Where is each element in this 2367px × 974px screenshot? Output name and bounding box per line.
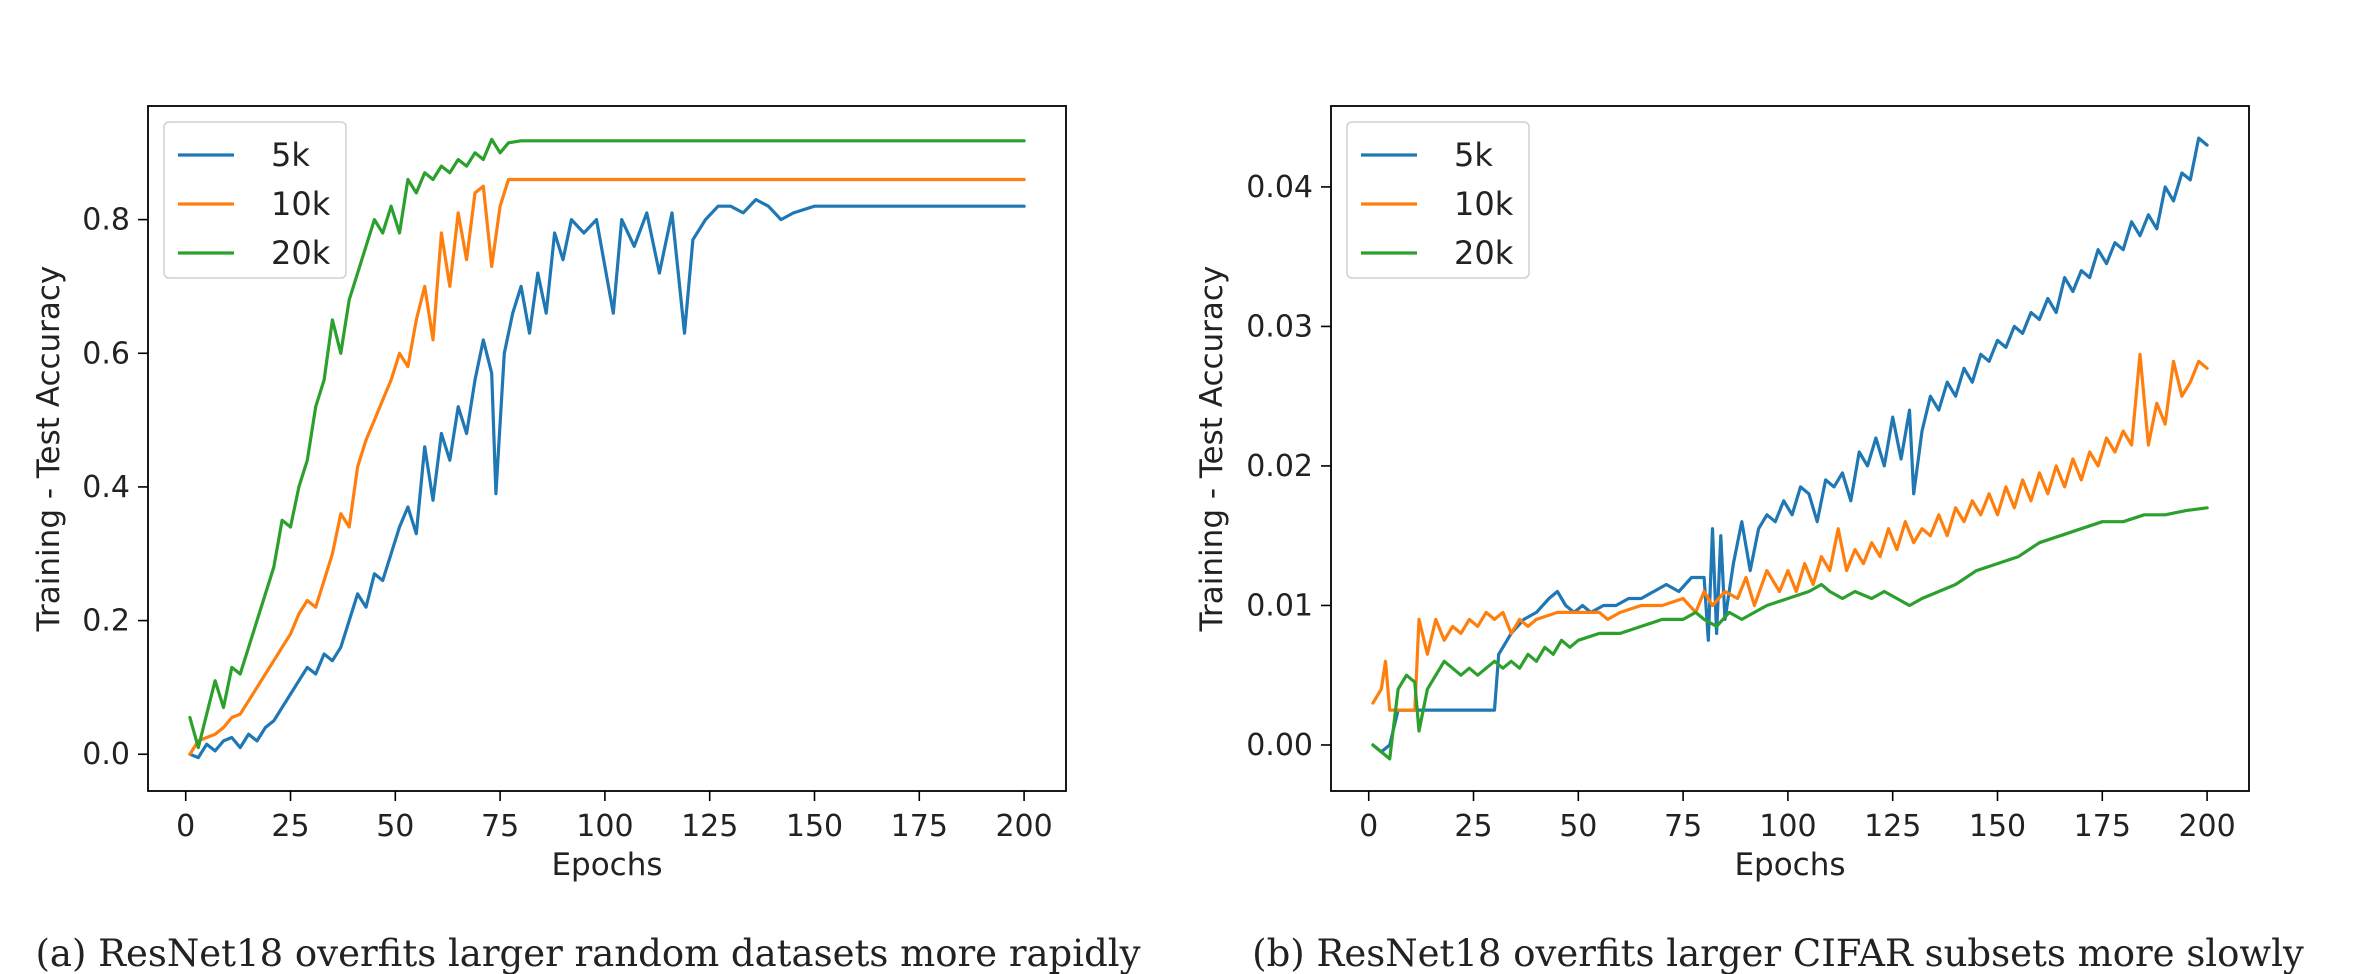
y-tick-label: 0.8 [82, 203, 130, 238]
legend-label-20k: 20k [1454, 234, 1514, 272]
y-axis-label: Training - Test Accuracy [31, 266, 67, 633]
x-tick-label: 0 [176, 809, 195, 844]
y-tick-label: 0.01 [1246, 588, 1313, 623]
plot-frame [1330, 105, 2250, 792]
x-axis-label: Epochs [1734, 847, 1845, 883]
y-tick-label: 0.4 [82, 470, 130, 505]
x-axis-label: Epochs [551, 847, 662, 883]
x-tick-label: 50 [1559, 809, 1597, 844]
x-tick-label: 150 [1969, 809, 2026, 844]
y-tick-label: 0.0 [82, 737, 130, 772]
series-line-10k [188, 177, 1026, 756]
x-tick-label: 75 [481, 809, 519, 844]
series-line-5k [1371, 136, 2209, 754]
x-tick-label: 175 [891, 809, 948, 844]
chart-panel-a: 0 25 50 75 100 125 150 175 200 0.0 0.2 0.4 0.6 0.8 Epo… [31, 105, 1141, 974]
legend-label-5k: 5k [1454, 136, 1493, 174]
y-tick-label: 0.6 [82, 336, 130, 371]
y-tick-label: 0.02 [1246, 449, 1313, 484]
legend: 5k 10k 20k [1346, 121, 1530, 279]
x-tick-label: 100 [1759, 809, 1816, 844]
x-tick-label: 75 [1664, 809, 1702, 844]
x-tick-label: 200 [995, 809, 1052, 844]
legend-box [1346, 121, 1530, 279]
legend-label-20k: 20k [271, 234, 331, 272]
x-tick-label: 25 [1454, 809, 1492, 844]
series-line-10k [1371, 352, 2209, 712]
x-tick-label: 125 [1864, 809, 1921, 844]
figure-caption: (b) ResNet18 overfits larger CIFAR subse… [1252, 932, 2304, 974]
chart-panel-b: 0 25 50 75 100 125 150 175 200 0.00 0.01 0.02 0.03 0.… [1194, 105, 2304, 974]
x-tick-label: 150 [786, 809, 843, 844]
y-tick-label: 0.2 [82, 604, 130, 639]
y-tick-label: 0.00 [1246, 728, 1313, 763]
series-line-20k [1371, 506, 2209, 761]
x-tick-label: 25 [271, 809, 309, 844]
series-group [1371, 136, 2209, 761]
legend-label-10k: 10k [271, 185, 331, 223]
series-group [188, 137, 1026, 760]
legend: 5k 10k 20k [163, 121, 347, 279]
figure-caption: (a) ResNet18 overfits larger random data… [35, 932, 1140, 974]
legend-label-5k: 5k [271, 136, 310, 174]
y-tick-label: 0.04 [1246, 170, 1313, 205]
series-line-20k [188, 137, 1026, 750]
x-tick-label: 0 [1359, 809, 1378, 844]
y-tick-label: 0.03 [1246, 309, 1313, 344]
x-tick-label: 200 [2178, 809, 2235, 844]
series-line-5k [188, 198, 1026, 760]
legend-box [163, 121, 347, 279]
legend-label-10k: 10k [1454, 185, 1514, 223]
x-tick-label: 175 [2074, 809, 2131, 844]
plot-frame [147, 105, 1067, 792]
y-axis-label: Training - Test Accuracy [1194, 266, 1230, 633]
x-tick-label: 125 [681, 809, 738, 844]
x-tick-label: 50 [376, 809, 414, 844]
x-tick-label: 100 [576, 809, 633, 844]
